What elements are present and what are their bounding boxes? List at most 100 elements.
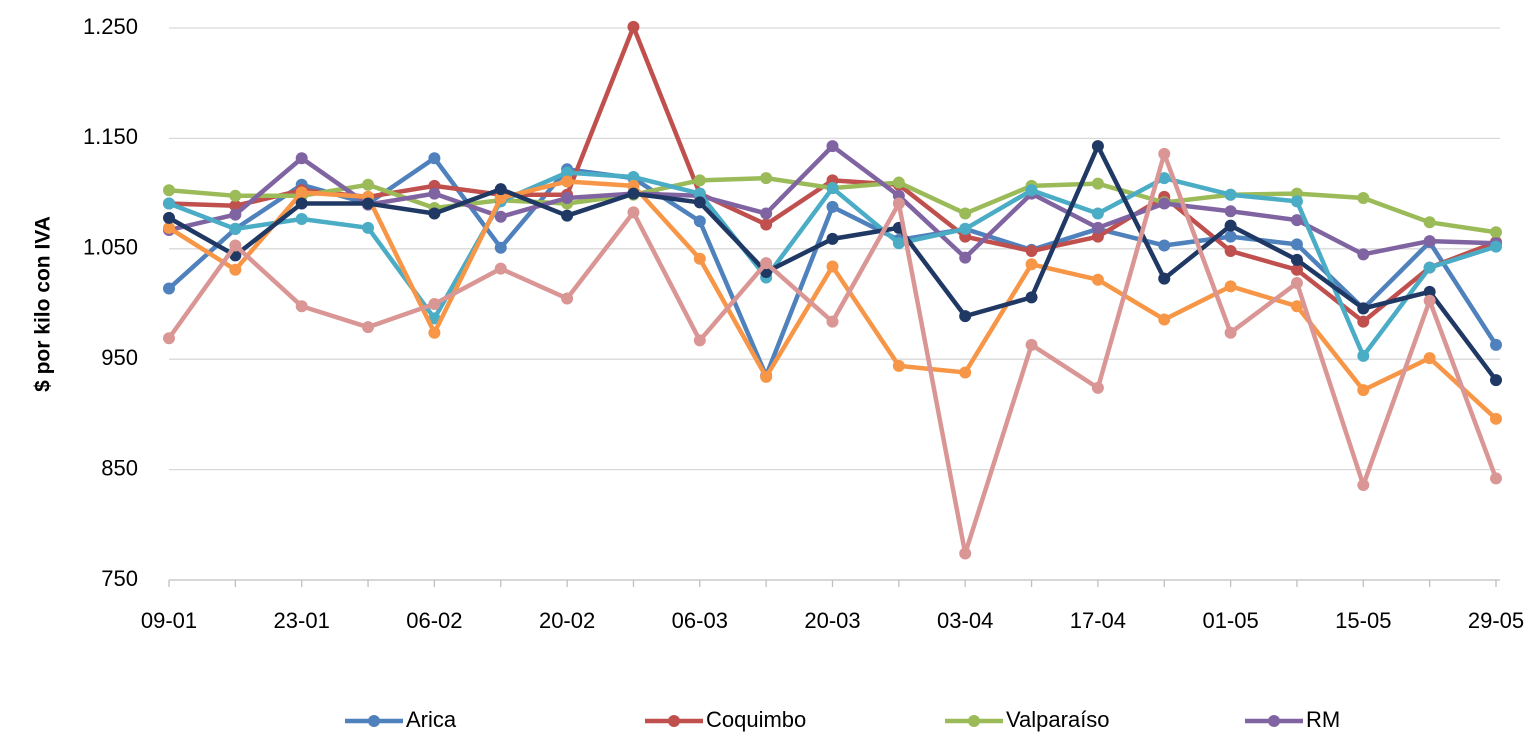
point	[826, 260, 839, 273]
point	[693, 187, 706, 200]
y-tick-label: 1.250	[83, 14, 138, 39]
point	[959, 547, 972, 560]
point	[959, 207, 972, 220]
point	[627, 206, 640, 219]
point	[1224, 245, 1237, 258]
x-tick-label: 06-03	[672, 608, 728, 633]
point	[295, 197, 308, 210]
y-tick-label: 750	[101, 566, 138, 591]
y-tick-label: 850	[101, 455, 138, 480]
point	[1490, 472, 1502, 485]
point	[561, 192, 574, 205]
point	[1423, 261, 1436, 274]
point	[1158, 172, 1171, 185]
y-tick-label: 1.050	[83, 235, 138, 260]
x-tick-label: 20-03	[804, 608, 860, 633]
point	[1158, 147, 1171, 160]
point	[1423, 352, 1436, 365]
point	[1158, 197, 1171, 210]
point	[1357, 479, 1370, 492]
point	[163, 221, 175, 234]
point	[627, 20, 640, 33]
point	[1290, 238, 1303, 251]
point	[494, 210, 507, 223]
point	[229, 208, 242, 221]
point	[892, 176, 905, 189]
point	[1025, 338, 1038, 351]
point	[428, 326, 441, 339]
point	[1290, 277, 1303, 290]
point	[1091, 177, 1104, 190]
y-tick-label: 950	[101, 345, 138, 370]
point	[1290, 300, 1303, 313]
x-tick-label: 29-05	[1468, 608, 1524, 633]
point	[229, 189, 242, 202]
point	[229, 222, 242, 235]
point	[1025, 291, 1038, 304]
point	[693, 252, 706, 265]
x-tick-label: 20-02	[539, 608, 595, 633]
point	[1290, 214, 1303, 227]
point	[362, 197, 375, 210]
point	[1091, 230, 1104, 243]
point	[959, 222, 972, 235]
point	[959, 366, 972, 379]
point	[428, 298, 441, 310]
point	[760, 257, 773, 270]
point	[1490, 374, 1502, 387]
point	[1158, 272, 1171, 285]
point	[1423, 235, 1436, 248]
point	[295, 186, 308, 199]
point	[892, 237, 905, 250]
point	[1224, 326, 1237, 339]
point	[1290, 253, 1303, 266]
point	[760, 370, 773, 383]
point	[693, 334, 706, 347]
point	[826, 182, 839, 195]
x-tick-label: 03-04	[937, 608, 993, 633]
point	[760, 207, 773, 220]
point	[1490, 240, 1502, 253]
point	[1091, 207, 1104, 220]
point	[229, 263, 242, 276]
point	[1357, 349, 1370, 362]
point	[760, 172, 773, 185]
point	[428, 312, 441, 325]
point	[693, 215, 706, 228]
point	[494, 183, 507, 196]
point	[1025, 258, 1038, 271]
point	[561, 292, 574, 305]
point	[494, 262, 507, 275]
point	[163, 282, 175, 295]
point	[1158, 239, 1171, 252]
point	[561, 166, 574, 179]
point	[1158, 313, 1171, 326]
point	[1025, 245, 1038, 258]
point	[959, 251, 972, 264]
point	[1357, 302, 1370, 315]
legend-label: RM	[1306, 707, 1340, 732]
point	[1224, 280, 1237, 293]
point	[295, 300, 308, 313]
point	[229, 239, 242, 252]
point	[1290, 263, 1303, 276]
point	[627, 171, 640, 184]
point	[494, 192, 507, 205]
legend-marker	[368, 715, 380, 727]
legend-label: Valparaíso	[1006, 707, 1110, 732]
point	[1423, 216, 1436, 229]
point	[693, 196, 706, 209]
x-tick-label: 15-05	[1335, 608, 1391, 633]
point	[1290, 195, 1303, 208]
point	[1224, 219, 1237, 232]
point	[1490, 338, 1502, 351]
point	[295, 212, 308, 225]
point	[892, 359, 905, 372]
point	[693, 174, 706, 187]
point	[1423, 285, 1436, 298]
point	[163, 184, 175, 197]
x-tick-label: 06-02	[406, 608, 462, 633]
point	[1224, 205, 1237, 218]
point	[494, 241, 507, 254]
